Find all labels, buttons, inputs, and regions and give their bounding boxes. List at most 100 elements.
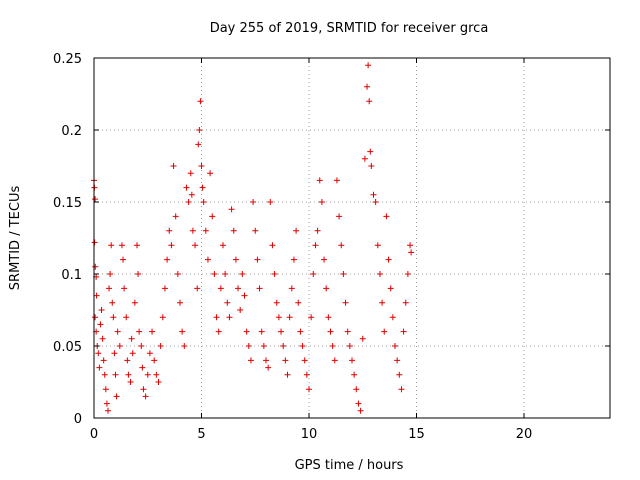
- data-point: [374, 242, 381, 249]
- data-point: [134, 242, 140, 249]
- data-point: [113, 393, 120, 400]
- data-point: [256, 285, 263, 292]
- data-point: [282, 357, 289, 364]
- data-point: [153, 371, 160, 378]
- data-point: [280, 343, 287, 349]
- data-point: [127, 379, 134, 385]
- data-point: [97, 321, 104, 328]
- data-point: [195, 141, 202, 148]
- data-point: [121, 285, 128, 292]
- data-point: [323, 285, 330, 292]
- data-point: [124, 357, 131, 364]
- data-point: [260, 343, 267, 349]
- data-point: [275, 314, 282, 321]
- data-point: [250, 199, 257, 205]
- data-point: [351, 371, 358, 378]
- data-point: [135, 271, 142, 277]
- data-point: [128, 335, 135, 342]
- x-tick-label: 15: [408, 427, 425, 442]
- data-point: [95, 350, 102, 357]
- data-point: [200, 199, 207, 205]
- data-point: [316, 177, 323, 184]
- data-point: [376, 271, 383, 277]
- data-point: [136, 328, 143, 335]
- data-point: [159, 314, 166, 321]
- data-point: [325, 314, 332, 321]
- x-axis-label: GPS time / hours: [295, 458, 404, 473]
- data-point: [314, 227, 321, 234]
- data-point: [235, 285, 242, 292]
- data-point: [284, 371, 291, 378]
- data-point: [366, 98, 373, 105]
- data-point: [207, 170, 214, 177]
- data-point: [220, 242, 226, 249]
- data-point: [394, 357, 401, 364]
- data-point: [107, 271, 114, 277]
- data-point: [273, 299, 280, 306]
- data-point: [131, 299, 138, 306]
- data-point: [301, 357, 308, 364]
- data-point: [267, 199, 274, 205]
- data-point: [91, 239, 98, 246]
- data-point: [299, 343, 306, 349]
- data-point: [114, 328, 121, 335]
- data-point: [365, 62, 372, 69]
- data-point: [321, 256, 328, 263]
- data-point: [247, 357, 254, 364]
- data-point: [187, 170, 194, 177]
- y-tick-label: 0: [74, 412, 82, 427]
- y-tick-labels: 0 0.05 0.1 0.15 0.2 0.25: [53, 52, 82, 427]
- data-point: [102, 386, 109, 393]
- data-point: [265, 364, 272, 371]
- data-point: [407, 242, 414, 249]
- data-point: [239, 271, 246, 277]
- data-point: [170, 163, 177, 169]
- data-point: [199, 184, 206, 191]
- data-point: [103, 400, 110, 407]
- data-point: [100, 357, 107, 364]
- data-point: [333, 177, 340, 184]
- data-point: [286, 314, 293, 321]
- data-point: [224, 299, 231, 306]
- data-point: [215, 328, 222, 335]
- data-point: [353, 386, 360, 393]
- data-point: [188, 191, 195, 198]
- data-point: [400, 328, 407, 335]
- data-point: [164, 256, 171, 263]
- data-point: [331, 357, 338, 364]
- data-point: [226, 314, 233, 321]
- data-point: [123, 314, 130, 321]
- data-point: [243, 328, 250, 335]
- data-point: [290, 256, 297, 263]
- data-point: [155, 379, 162, 385]
- grid-lines: [94, 58, 610, 418]
- data-point: [252, 227, 259, 234]
- data-point: [92, 314, 99, 321]
- data-point: [254, 256, 261, 263]
- data-point: [408, 249, 415, 256]
- data-point: [230, 227, 237, 234]
- data-point: [108, 242, 115, 249]
- data-point: [93, 292, 100, 299]
- data-point: [118, 242, 125, 249]
- data-point: [318, 199, 325, 205]
- data-point: [139, 364, 146, 371]
- data-point: [181, 343, 188, 349]
- data-point: [144, 371, 151, 378]
- data-point: [389, 314, 396, 321]
- data-points: [91, 62, 415, 414]
- data-point: [383, 213, 390, 220]
- y-tick-label: 0.15: [53, 196, 82, 211]
- y-tick-label: 0.05: [53, 340, 82, 355]
- data-point: [241, 292, 248, 299]
- y-tick-label: 0.25: [53, 52, 82, 67]
- data-point: [228, 206, 235, 213]
- plot-frame: [93, 57, 611, 419]
- data-point: [237, 307, 244, 313]
- data-point: [140, 386, 147, 393]
- data-point: [138, 343, 145, 349]
- data-point: [263, 357, 269, 364]
- data-point: [194, 285, 201, 292]
- data-point: [217, 285, 224, 292]
